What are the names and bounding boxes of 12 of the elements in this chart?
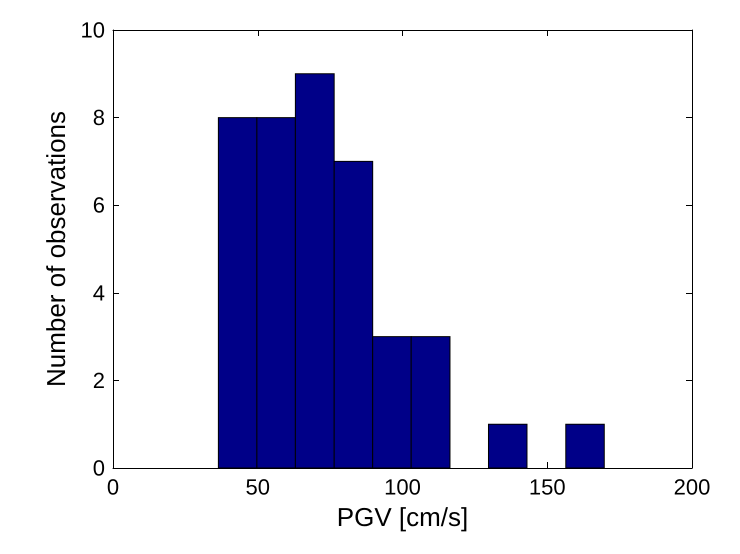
y-tick-label: 6 [92,192,105,218]
x-tick-label: 50 [246,474,270,500]
y-tick-label: 0 [92,456,105,480]
y-tick-label: 2 [92,368,105,393]
x-tick-label: 200 [674,474,710,500]
y-axis-title: Number of observations [41,110,71,388]
x-tick-label: 150 [528,474,566,500]
y-tick-label: 10 [80,18,105,42]
y-tick-label: 4 [92,280,105,306]
y-tick-label: 8 [92,105,105,130]
x-axis-title: PGV [cm/s] [336,502,468,532]
x-tick-label: 100 [384,474,421,500]
